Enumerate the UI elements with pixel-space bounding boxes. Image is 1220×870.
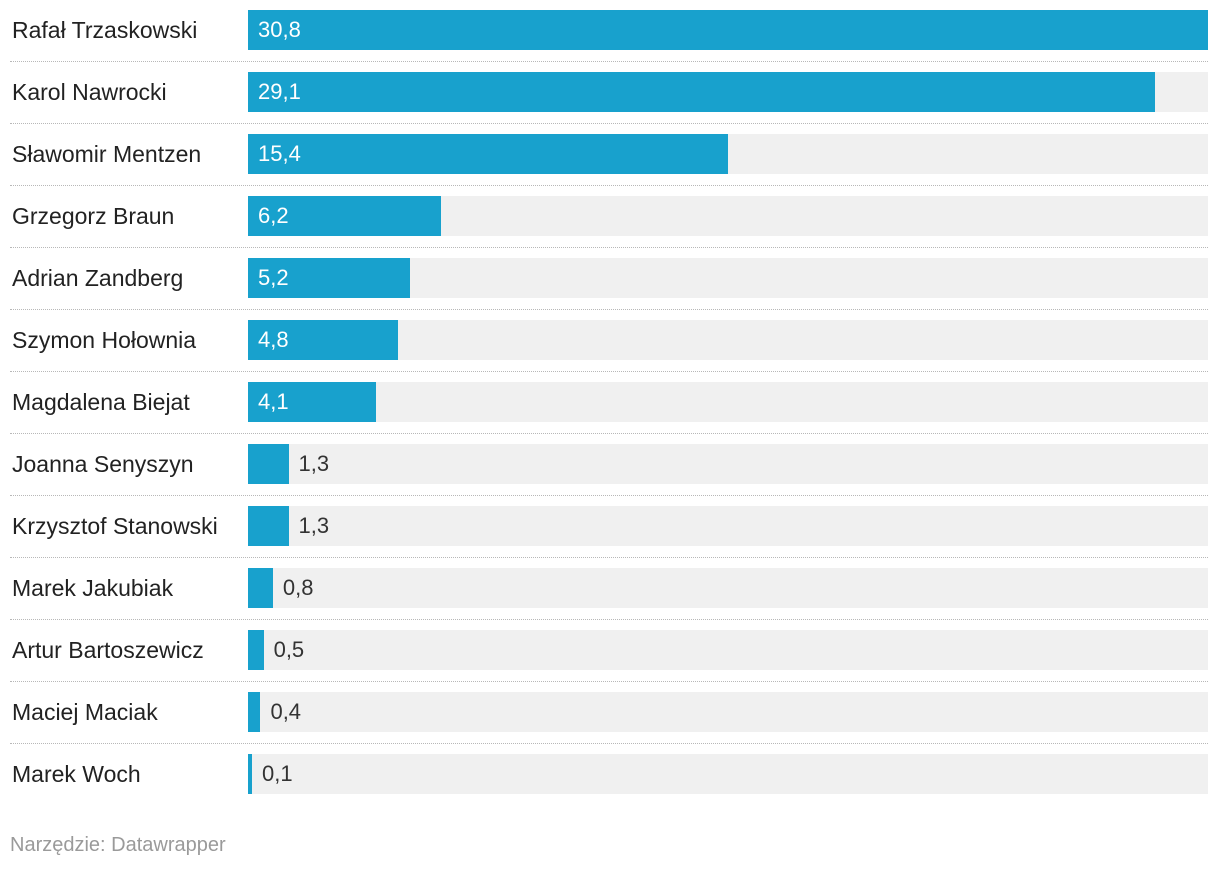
bar-track [248, 568, 1208, 608]
row-separator [10, 309, 1208, 310]
bar-chart: Rafał Trzaskowski 30,8 Karol Nawrocki 29,1 S… [0, 10, 1220, 794]
row-separator [10, 185, 1208, 186]
bar-row: Krzysztof Stanowski 1,3 [0, 506, 1220, 568]
bar-row: Rafał Trzaskowski 30,8 [0, 10, 1220, 72]
bar-row: Marek Woch 0,1 [0, 754, 1220, 816]
value-label: 0,5 [273, 637, 305, 662]
bar-row: Magdalena Biejat 4,1 [0, 382, 1220, 444]
category-label: Szymon Hołownia [12, 327, 197, 353]
row-separator [10, 61, 1208, 62]
bar-row: Joanna Senyszyn 1,3 [0, 444, 1220, 506]
bar-row: Szymon Hołownia 4,8 [0, 320, 1220, 382]
row-separator [10, 619, 1208, 620]
bar [248, 134, 728, 174]
value-label: 4,8 [258, 327, 289, 352]
category-label: Magdalena Biejat [12, 389, 190, 415]
value-label: 4,1 [258, 389, 289, 414]
bar [248, 754, 252, 794]
bar-track [248, 320, 1208, 360]
row-separator [10, 743, 1208, 744]
value-label: 0,8 [282, 575, 314, 600]
category-label: Artur Bartoszewicz [12, 637, 204, 663]
value-label: 0,1 [262, 761, 293, 786]
row-separator [10, 495, 1208, 496]
category-label: Krzysztof Stanowski [12, 513, 218, 539]
bar [248, 196, 442, 236]
bar-track [248, 444, 1208, 484]
bar-track [248, 630, 1208, 670]
value-label: 5,2 [258, 265, 289, 290]
bar-row: Maciej Maciak 0,4 [0, 692, 1220, 754]
row-separator [10, 557, 1208, 558]
category-label: Marek Jakubiak [12, 575, 174, 601]
bar [248, 568, 273, 608]
bar-row: Marek Jakubiak 0,8 [0, 568, 1220, 630]
row-separator [10, 371, 1208, 372]
bar [248, 258, 411, 298]
bar-track [248, 382, 1208, 422]
bar [248, 630, 264, 670]
value-label: 29,1 [258, 79, 301, 104]
value-label: 15,4 [258, 141, 301, 166]
bar [248, 444, 289, 484]
row-separator [10, 433, 1208, 434]
category-label: Rafał Trzaskowski [12, 17, 198, 43]
bar-row: Karol Nawrocki 29,1 [0, 72, 1220, 134]
bar-track [248, 754, 1208, 794]
bar-row: Grzegorz Braun 6,2 [0, 196, 1220, 258]
bar [248, 692, 261, 732]
category-label: Marek Woch [12, 761, 141, 787]
category-label: Grzegorz Braun [12, 203, 175, 229]
category-label: Adrian Zandberg [12, 265, 184, 291]
value-label: 1,3 [298, 513, 330, 538]
bar-track [248, 506, 1208, 546]
bar [248, 506, 289, 546]
bar-track [248, 692, 1208, 732]
bar-row: Artur Bartoszewicz 0,5 [0, 630, 1220, 692]
row-separator [10, 123, 1208, 124]
category-label: Sławomir Mentzen [12, 141, 202, 167]
category-label: Maciej Maciak [12, 699, 158, 725]
value-label: 0,4 [270, 699, 302, 724]
bar-row: Sławomir Mentzen 15,4 [0, 134, 1220, 196]
value-label: 6,2 [258, 203, 289, 228]
row-separator [10, 247, 1208, 248]
bar [248, 382, 376, 422]
category-label: Joanna Senyszyn [12, 451, 194, 477]
bar-row: Adrian Zandberg 5,2 [0, 258, 1220, 320]
value-label: 1,3 [298, 451, 330, 476]
bar [248, 10, 1208, 50]
bar [248, 72, 1155, 112]
bar [248, 320, 398, 360]
value-label: 30,8 [258, 17, 301, 42]
category-label: Karol Nawrocki [12, 79, 167, 105]
row-separator [10, 681, 1208, 682]
source-credit: Narzędzie: Datawrapper [10, 834, 226, 856]
